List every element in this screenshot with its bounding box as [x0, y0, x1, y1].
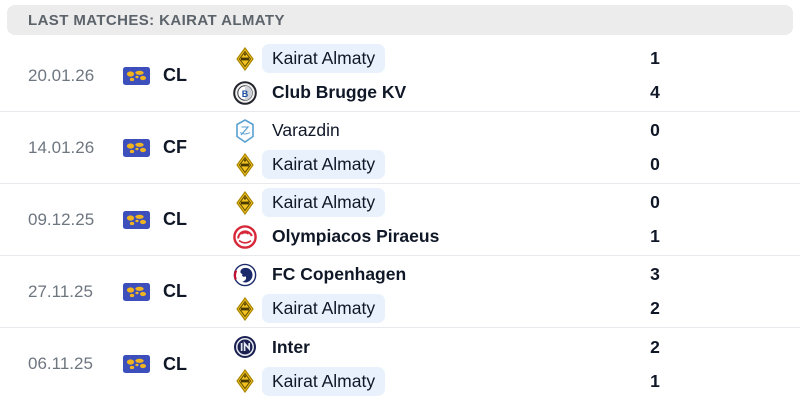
team-name: FC Copenhagen — [272, 264, 407, 284]
team-score: 2 — [650, 298, 660, 318]
team-name: Kairat Almaty — [262, 366, 386, 396]
world-flag-icon — [123, 282, 150, 301]
team-score: 1 — [650, 370, 660, 391]
varazdin-logo-icon — [232, 118, 258, 143]
kairat-almaty-logo-icon — [232, 190, 258, 215]
kairat-almaty-logo-icon — [232, 369, 258, 393]
team-line[interactable]: Varazdin 0 — [232, 114, 800, 148]
match-row[interactable]: 27.11.25 CL FC Copenhagen 3 Kairat Almat… — [0, 256, 800, 328]
team-line[interactable]: Kairat Almaty 1 — [232, 42, 800, 76]
panel-title: LAST MATCHES: KAIRAT ALMATY — [28, 11, 285, 29]
team-score: 4 — [650, 82, 660, 102]
match-meta: 20.01.26 CL — [0, 65, 232, 86]
match-meta: 14.01.26 CF — [0, 137, 232, 158]
world-flag-icon — [123, 66, 150, 85]
match-date: 14.01.26 — [28, 137, 95, 157]
matches-list: 20.01.26 CL Kairat Almaty 1 Club Brugge … — [0, 40, 800, 400]
match-row[interactable]: 20.01.26 CL Kairat Almaty 1 Club Brugge … — [0, 40, 800, 112]
team-line[interactable]: Olympiacos Piraeus 1 — [232, 220, 800, 254]
match-row[interactable]: 14.01.26 CF Varazdin 0 Kairat Almaty 0 — [0, 112, 800, 184]
match-row[interactable]: 09.12.25 CL Kairat Almaty 0 Olympiacos P… — [0, 184, 800, 256]
competition-code: CL — [163, 353, 187, 374]
world-flag-icon — [123, 210, 150, 229]
kairat-almaty-logo-icon — [232, 296, 258, 321]
match-teams: Kairat Almaty 1 Club Brugge KV 4 — [232, 42, 800, 110]
team-name: Olympiacos Piraeus — [272, 226, 440, 246]
team-score: 0 — [650, 154, 660, 174]
team-line[interactable]: Club Brugge KV 4 — [232, 76, 800, 110]
inter-logo-icon — [232, 335, 258, 359]
competition-code: CF — [163, 137, 187, 157]
last-matches-panel: LAST MATCHES: KAIRAT ALMATY 20.01.26 CL … — [0, 5, 800, 400]
team-name: Varazdin — [272, 120, 340, 140]
match-meta: 09.12.25 CL — [0, 209, 232, 230]
world-flag-icon — [123, 138, 150, 157]
team-score: 1 — [650, 226, 660, 246]
team-score: 0 — [650, 192, 660, 212]
team-name: Kairat Almaty — [262, 188, 386, 217]
match-teams: Inter 2 Kairat Almaty 1 — [232, 330, 800, 398]
olympiacos-logo-icon — [232, 224, 258, 249]
team-line[interactable]: Kairat Almaty 2 — [232, 292, 800, 326]
team-line[interactable]: Inter 2 — [232, 330, 800, 364]
team-name: Kairat Almaty — [262, 294, 386, 323]
competition-code: CL — [163, 65, 187, 85]
team-score: 2 — [650, 336, 660, 357]
team-name: Club Brugge KV — [272, 82, 407, 102]
team-score: 1 — [650, 48, 660, 68]
panel-header: LAST MATCHES: KAIRAT ALMATY — [7, 5, 793, 35]
match-date: 27.11.25 — [28, 281, 93, 301]
competition-code: CL — [163, 281, 187, 301]
match-date: 09.12.25 — [28, 209, 95, 229]
match-meta: 06.11.25 CL — [0, 354, 232, 375]
team-name: Kairat Almaty — [262, 150, 386, 179]
match-teams: Kairat Almaty 0 Olympiacos Piraeus 1 — [232, 186, 800, 254]
competition-code: CL — [163, 209, 187, 229]
fc-copenhagen-logo-icon — [232, 262, 258, 287]
team-line[interactable]: Kairat Almaty 1 — [232, 364, 800, 398]
team-score: 0 — [650, 120, 660, 140]
kairat-almaty-logo-icon — [232, 46, 258, 71]
team-line[interactable]: Kairat Almaty 0 — [232, 186, 800, 220]
team-score: 3 — [650, 264, 660, 284]
match-teams: FC Copenhagen 3 Kairat Almaty 2 — [232, 258, 800, 326]
club-brugge-logo-icon — [232, 80, 258, 105]
match-date: 20.01.26 — [28, 65, 95, 85]
world-flag-icon — [123, 355, 150, 373]
team-name: Kairat Almaty — [262, 44, 386, 73]
team-name: Inter — [272, 336, 310, 357]
match-meta: 27.11.25 CL — [0, 281, 232, 302]
match-date: 06.11.25 — [28, 354, 93, 373]
match-teams: Varazdin 0 Kairat Almaty 0 — [232, 114, 800, 182]
team-line[interactable]: FC Copenhagen 3 — [232, 258, 800, 292]
kairat-almaty-logo-icon — [232, 152, 258, 177]
match-row[interactable]: 06.11.25 CL Inter 2 Kairat Almaty 1 — [0, 328, 800, 400]
team-line[interactable]: Kairat Almaty 0 — [232, 148, 800, 182]
